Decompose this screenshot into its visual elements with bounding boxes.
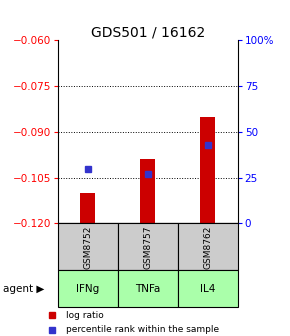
Bar xyxy=(178,223,238,270)
Text: log ratio: log ratio xyxy=(66,311,104,320)
Bar xyxy=(118,270,178,307)
Text: GSM8762: GSM8762 xyxy=(203,225,212,269)
Text: agent ▶: agent ▶ xyxy=(3,284,44,294)
Bar xyxy=(58,270,118,307)
Bar xyxy=(118,223,178,270)
Bar xyxy=(200,117,215,223)
Bar xyxy=(140,159,155,223)
Title: GDS501 / 16162: GDS501 / 16162 xyxy=(91,25,205,39)
Text: TNFa: TNFa xyxy=(135,284,161,294)
Text: GSM8757: GSM8757 xyxy=(143,225,153,269)
Text: GSM8752: GSM8752 xyxy=(84,225,93,269)
Bar xyxy=(58,223,118,270)
Text: IFNg: IFNg xyxy=(76,284,99,294)
Bar xyxy=(178,270,238,307)
Text: IL4: IL4 xyxy=(200,284,215,294)
Text: percentile rank within the sample: percentile rank within the sample xyxy=(66,325,220,334)
Bar xyxy=(80,193,95,223)
